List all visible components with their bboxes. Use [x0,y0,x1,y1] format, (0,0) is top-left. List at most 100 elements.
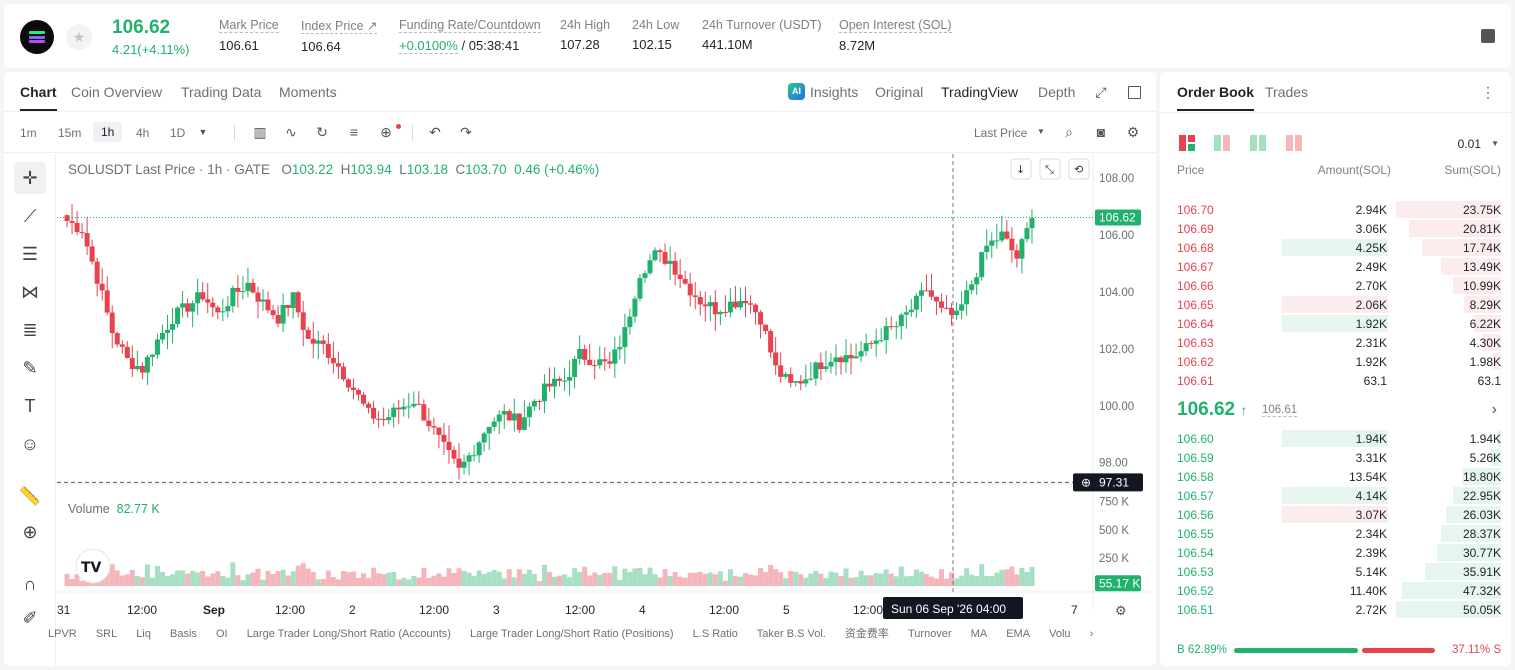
candlestick-chart[interactable]: 108.00 106.00 104.00 102.00 100.00 98.00 750 K… [57,154,1155,626]
tab-trading-data[interactable]: Trading Data [181,84,262,100]
candle-body [918,290,924,296]
tab-order-book[interactable]: Order Book [1177,84,1255,111]
ruler-icon[interactable]: 📏 [18,486,42,506]
replay-icon[interactable]: ↻ [316,124,328,140]
indicator-lt-accounts[interactable]: Large Trader Long/Short Ratio (Accounts) [246,628,451,640]
tab-depth[interactable]: Depth [1038,84,1076,100]
emoji-icon[interactable]: ☺ [20,434,40,454]
fib-icon[interactable]: ≣ [22,320,38,340]
magnet-icon[interactable]: ∩ [23,574,37,594]
redo-icon[interactable]: ↷ [460,124,472,140]
horizontal-lines-icon[interactable]: ☰ [21,244,39,264]
indicator-liq[interactable]: Liq [136,628,151,640]
bid-row[interactable]: 106.53 5.14K 35.91K [1160,562,1511,581]
candle-body [285,304,291,309]
pencil-icon[interactable]: ✐ [22,608,38,628]
chevron-down-icon[interactable]: ▼ [1491,139,1499,148]
tick-size-select[interactable]: 0.01 [1457,137,1481,151]
indicator-turnover[interactable]: Turnover [907,628,952,640]
indicator-srl[interactable]: SRL [95,628,118,640]
indicator-ls-ratio[interactable]: L.S Ratio [692,628,738,640]
ask-row[interactable]: 106.63 2.31K 4.30K [1160,333,1511,352]
interval-1h[interactable]: 1h [93,122,123,142]
bid-row[interactable]: 106.51 2.72K 50.05K [1160,600,1511,619]
view-asks-icon[interactable] [1214,135,1230,151]
stat-index-price[interactable]: Index Price ↗ 106.64 [301,19,378,54]
more-icon[interactable]: ⋮ [1481,84,1495,100]
price-type-select[interactable]: Last Price [974,126,1028,140]
interval-1m[interactable]: 1m [20,126,37,140]
bid-row[interactable]: 106.52 11.40K 47.32K [1160,581,1511,600]
tab-trades[interactable]: Trades [1265,84,1309,100]
ask-row[interactable]: 106.61 63.1 63.1 [1160,371,1511,390]
undo-icon[interactable]: ↶ [429,124,441,140]
indicator-volume[interactable]: Volu [1049,628,1071,640]
tab-moments[interactable]: Moments [279,84,337,100]
interval-1d[interactable]: 1D [170,126,186,140]
volume-bar [597,574,603,586]
indicator-basis[interactable]: Basis [170,628,197,640]
window-icon[interactable] [1128,86,1141,99]
candle-body [552,378,558,387]
crosshair-icon[interactable]: ✛ [14,162,46,194]
bid-row[interactable]: 106.55 2.34K 28.37K [1160,524,1511,543]
amount-highlight [1282,506,1388,523]
chevron-right-icon[interactable]: › [1089,628,1094,640]
favorite-star-icon[interactable]: ★ [66,24,92,50]
ask-row[interactable]: 106.69 3.06K 20.81K [1160,219,1511,238]
bid-row[interactable]: 106.59 3.31K 5.26K [1160,448,1511,467]
camera-icon[interactable]: ◙ [1096,124,1106,140]
indicators-icon[interactable]: ∿ [285,124,297,140]
chevron-down-icon[interactable]: ▼ [198,127,208,137]
candle-body [170,324,176,330]
ask-row[interactable]: 106.68 4.25K 17.74K [1160,238,1511,257]
view-asks-only-icon[interactable] [1286,135,1302,151]
zoom-in-icon[interactable]: ⊕ [22,522,38,542]
view-bids-icon[interactable] [1250,135,1266,151]
expand-icon[interactable]: ⤢ [1095,84,1107,100]
tab-coin-overview[interactable]: Coin Overview [71,84,163,100]
interval-4h[interactable]: 4h [136,126,150,140]
bid-row[interactable]: 106.56 3.07K 26.03K [1160,505,1511,524]
tab-original[interactable]: Original [875,84,924,100]
bid-row[interactable]: 106.60 1.94K 1.94K [1160,429,1511,448]
candle-type-icon[interactable]: ▥ [253,124,267,140]
trend-line-icon[interactable]: ⟋ [23,206,37,226]
gear-icon[interactable]: ⚙ [1126,124,1140,140]
candle-body [330,357,336,364]
ask-row[interactable]: 106.70 2.94K 23.75K [1160,200,1511,219]
text-icon[interactable]: T [24,396,36,416]
add-alert-icon[interactable]: ⊕ [380,124,392,140]
interval-15m[interactable]: 15m [58,126,82,140]
indicator-funding-rate[interactable]: 资金费率 [844,628,889,640]
indicator-lpvr[interactable]: LPVR [48,628,77,640]
ask-row[interactable]: 106.65 2.06K 8.29K [1160,295,1511,314]
tab-chart[interactable]: Chart [20,84,57,111]
bid-row[interactable]: 106.58 13.54K 18.80K [1160,467,1511,486]
ask-row[interactable]: 106.64 1.92K 6.22K [1160,314,1511,333]
indicator-taker-vol[interactable]: Taker B.S Vol. [756,628,826,640]
indicator-lt-positions[interactable]: Large Trader Long/Short Ratio (Positions… [469,628,674,640]
indicator-oi[interactable]: OI [216,628,228,640]
bid-row[interactable]: 106.57 4.14K 22.95K [1160,486,1511,505]
view-both-icon[interactable] [1179,135,1195,151]
ask-row[interactable]: 106.62 1.92K 1.98K [1160,352,1511,371]
chevron-down-icon[interactable]: ▼ [1037,127,1045,136]
templates-icon[interactable]: ≡ [349,124,359,140]
candle-body [617,347,623,350]
pattern-icon[interactable]: ⋈ [21,282,39,302]
sum-cell: 18.80K [1462,470,1501,484]
buy-sell-ratio: B 62.89% 37.11% S [1160,642,1511,658]
tab-insights[interactable]: Insights [810,84,859,100]
indicator-ema[interactable]: EMA [1006,628,1031,640]
tab-tradingview[interactable]: TradingView [941,84,1019,100]
book-icon[interactable] [1481,29,1495,43]
indicator-ma[interactable]: MA [970,628,988,640]
chevron-right-icon[interactable]: › [1491,401,1497,418]
ask-row[interactable]: 106.67 2.49K 13.49K [1160,257,1511,276]
ask-row[interactable]: 106.66 2.70K 10.99K [1160,276,1511,295]
bid-row[interactable]: 106.54 2.39K 30.77K [1160,543,1511,562]
sum-cell: 13.49K [1462,260,1501,274]
brush-icon[interactable]: ✎ [22,358,38,378]
search-icon[interactable]: ⌕ [1065,124,1073,140]
